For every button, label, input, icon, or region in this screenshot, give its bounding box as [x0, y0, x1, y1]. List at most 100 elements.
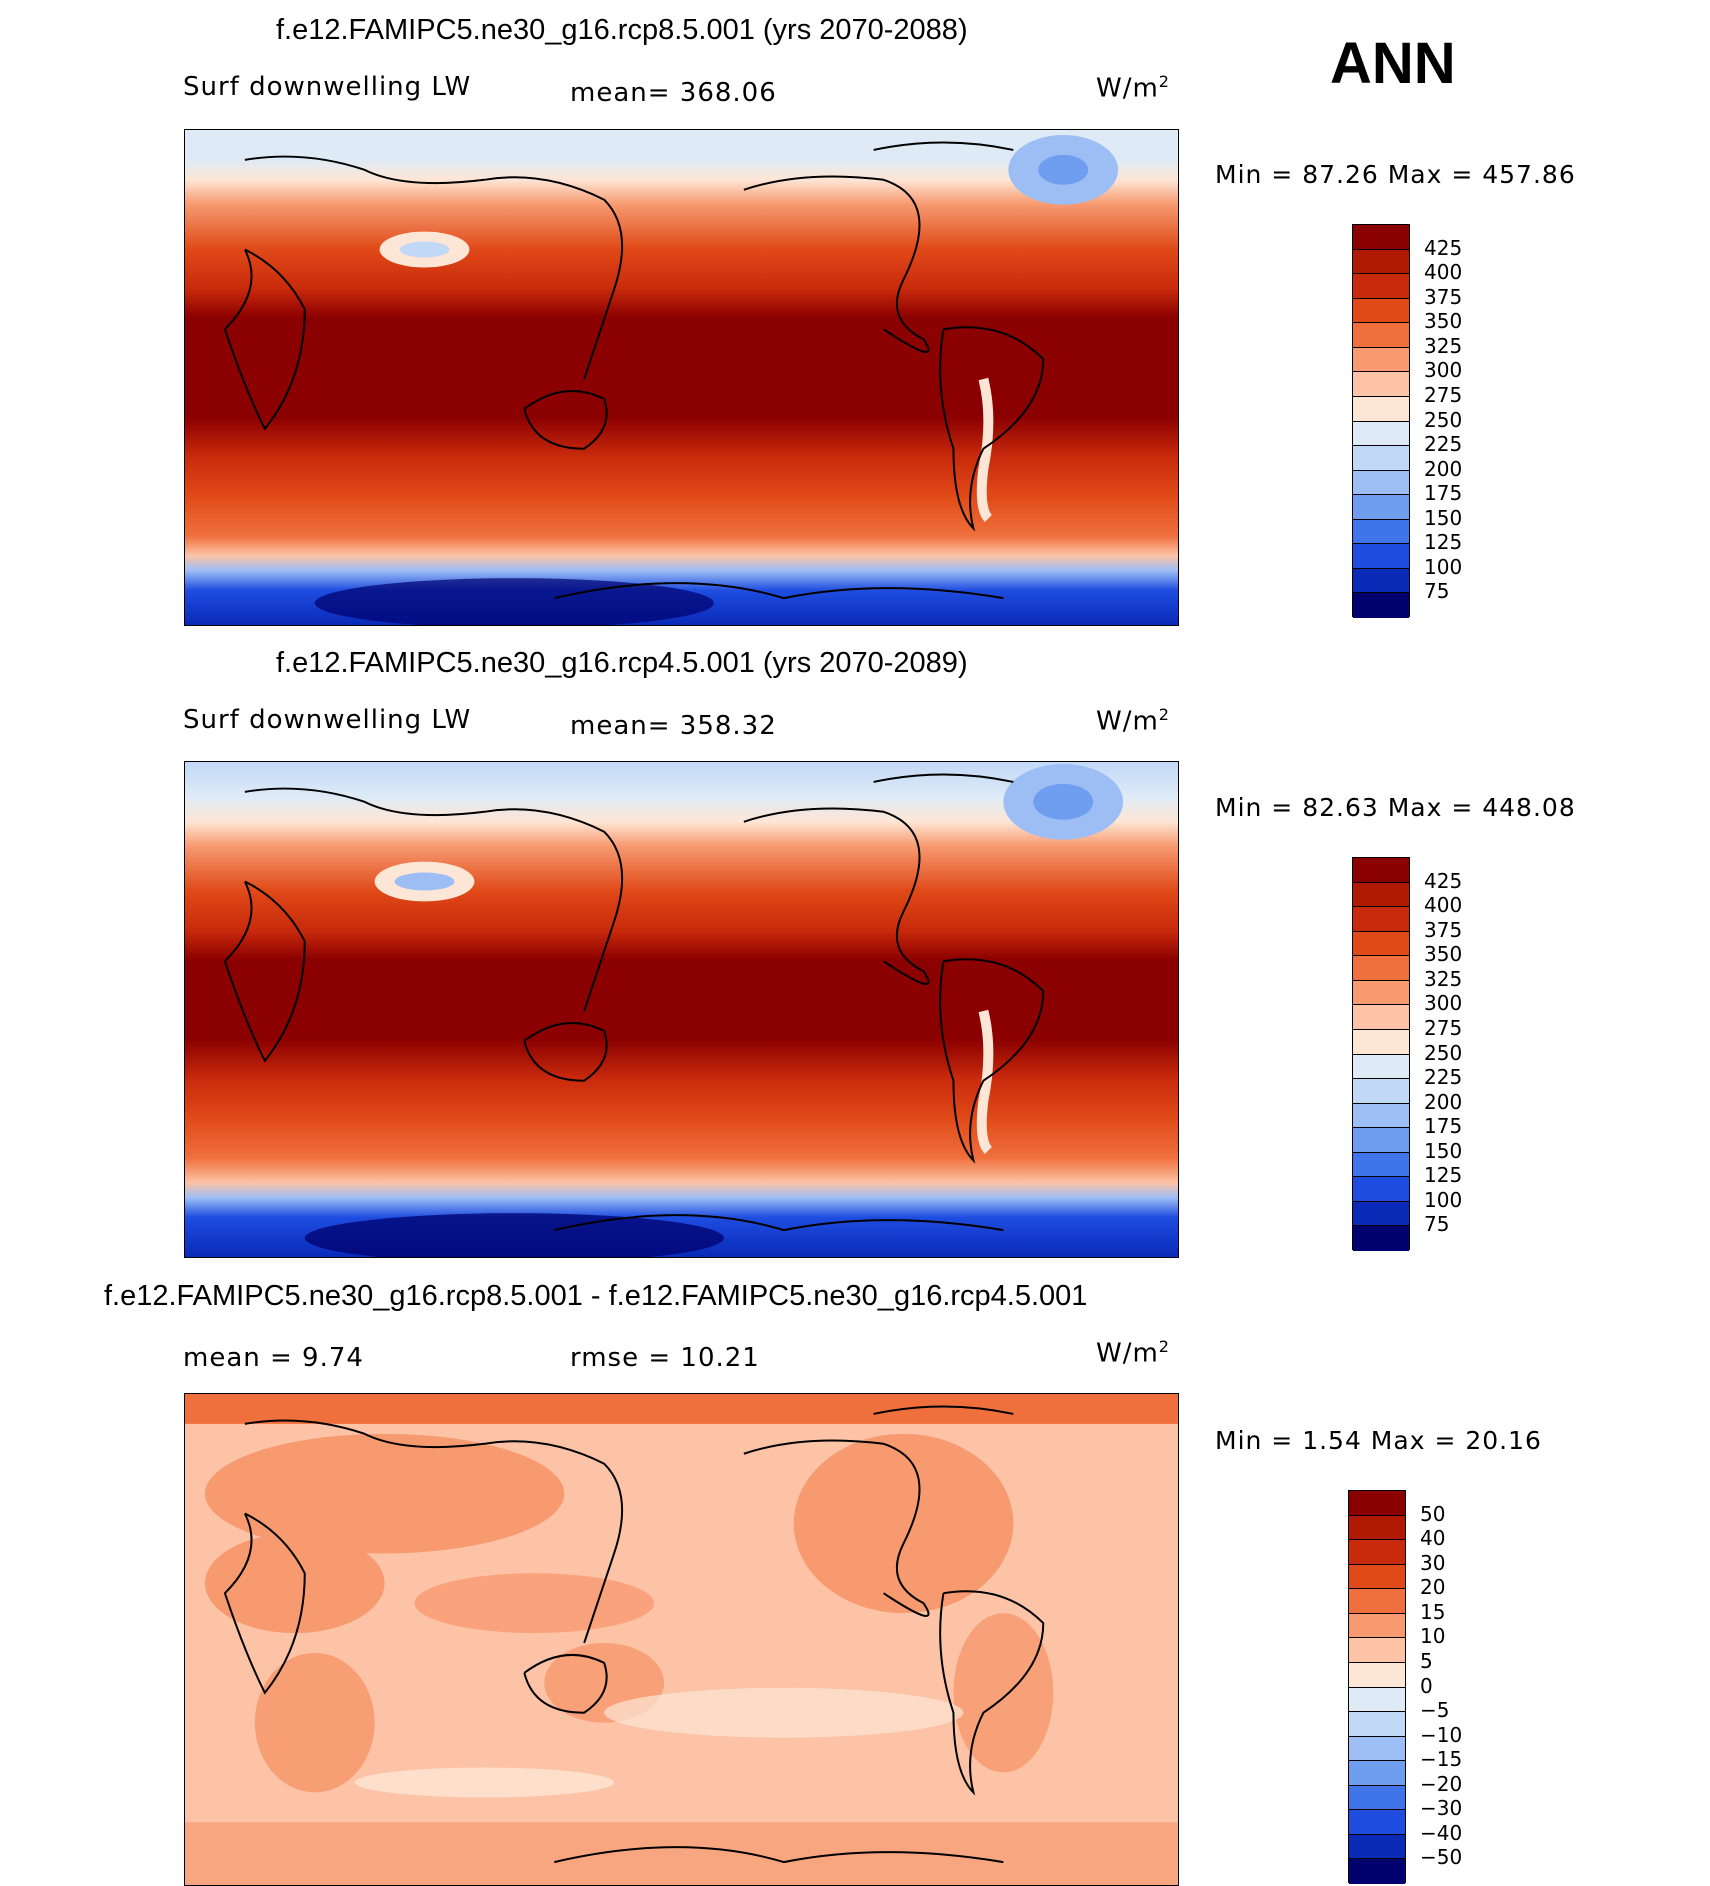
panel1-minmax: Min = 87.26 Max = 457.86 [1215, 160, 1576, 189]
panel2-minmax: Min = 82.63 Max = 448.08 [1215, 793, 1576, 822]
colorbar-swatch [1353, 470, 1409, 496]
panel2-title: f.e12.FAMIPC5.ne30_g16.rcp4.5.001 (yrs 2… [276, 647, 968, 679]
colorbar-tick-label: −40 [1420, 1820, 1463, 1845]
colorbar-tick-label: 150 [1424, 1138, 1463, 1163]
colorbar-swatch [1353, 593, 1409, 618]
colorbar-tick-label: 375 [1424, 284, 1463, 309]
colorbar-tick-label: 250 [1424, 1040, 1463, 1065]
panel2-mean-label: mean= 358.32 [570, 711, 777, 741]
colorbar-tick-label: 400 [1424, 260, 1463, 285]
colorbar-tick-label: −15 [1420, 1747, 1463, 1772]
panel1-map [184, 129, 1179, 626]
panel1-units: W/m2 [1096, 72, 1170, 104]
colorbar-tick-label: 50 [1420, 1501, 1446, 1526]
colorbar-tick-label: 75 [1424, 579, 1450, 604]
colorbar-tick-label: 425 [1424, 235, 1463, 260]
colorbar-tick-label: 100 [1424, 554, 1463, 579]
colorbar-tick-label: 100 [1424, 1187, 1463, 1212]
colorbar-tick-label: −10 [1420, 1722, 1463, 1747]
colorbar-tick-label: 20 [1420, 1575, 1446, 1600]
panel1-title: f.e12.FAMIPC5.ne30_g16.rcp8.5.001 (yrs 2… [276, 14, 968, 46]
colorbar-swatch [1353, 1079, 1409, 1104]
colorbar-swatch [1349, 1540, 1405, 1565]
colorbar-tick-label: 0 [1420, 1673, 1433, 1698]
panel2-units: W/m2 [1096, 705, 1170, 737]
colorbar-swatch [1353, 882, 1409, 908]
panel2-map [184, 761, 1179, 1258]
panel2-field [185, 762, 1178, 1257]
colorbar-swatch [1349, 1712, 1405, 1737]
colorbar-tick-label: 350 [1424, 309, 1463, 334]
colorbar-tick-label: −5 [1420, 1698, 1450, 1723]
panel3-mean-label: mean = 9.74 [183, 1343, 364, 1373]
colorbar-swatch [1353, 568, 1409, 594]
colorbar-swatch [1349, 1491, 1405, 1516]
colorbar-tick-label: 375 [1424, 917, 1463, 942]
panel1-colorbar-swatches [1352, 224, 1410, 618]
season-label: ANN [1330, 31, 1456, 96]
colorbar-tick-label: 15 [1420, 1599, 1446, 1624]
colorbar-swatch [1349, 1859, 1405, 1884]
colorbar-swatch [1353, 1103, 1409, 1129]
colorbar-swatch [1353, 323, 1409, 348]
colorbar-tick-label: 30 [1420, 1550, 1446, 1575]
colorbar-swatch [1349, 1761, 1405, 1786]
panel3-rmse-label: rmse = 10.21 [570, 1343, 760, 1373]
panel1-mean-label: mean= 368.06 [570, 78, 777, 108]
panel3-map [184, 1393, 1179, 1886]
colorbar-tick-label: 150 [1424, 505, 1463, 530]
colorbar-swatch [1349, 1834, 1405, 1860]
colorbar-swatch [1353, 519, 1409, 545]
colorbar-swatch [1349, 1589, 1405, 1614]
panel3-colorbar-swatches [1348, 1490, 1406, 1884]
colorbar-tick-label: 200 [1424, 456, 1463, 481]
colorbar-swatch [1349, 1515, 1405, 1541]
colorbar-swatch [1353, 347, 1409, 373]
colorbar-swatch [1353, 544, 1409, 569]
colorbar-swatch [1353, 1177, 1409, 1202]
colorbar-swatch [1349, 1638, 1405, 1663]
colorbar-swatch [1349, 1687, 1405, 1713]
panel1-field [185, 130, 1178, 625]
colorbar-swatch [1349, 1613, 1405, 1639]
colorbar-swatch [1353, 907, 1409, 932]
colorbar-tick-label: 300 [1424, 991, 1463, 1016]
colorbar-swatch [1353, 372, 1409, 397]
colorbar-tick-label: 225 [1424, 432, 1463, 457]
colorbar-swatch [1353, 1005, 1409, 1030]
colorbar-tick-label: 250 [1424, 407, 1463, 432]
colorbar-swatch [1353, 980, 1409, 1006]
panel2-coastlines [223, 773, 1045, 1232]
colorbar-tick-label: 225 [1424, 1065, 1463, 1090]
colorbar-tick-label: 175 [1424, 481, 1463, 506]
colorbar-tick-label: 125 [1424, 1163, 1463, 1188]
panel1-variable-label: Surf downwelling LW [183, 72, 472, 102]
colorbar-swatch [1349, 1564, 1405, 1590]
colorbar-swatch [1353, 1201, 1409, 1227]
colorbar-swatch [1353, 1029, 1409, 1055]
colorbar-tick-label: 175 [1424, 1114, 1463, 1139]
panel1-coastlines [223, 141, 1045, 600]
colorbar-tick-label: −50 [1420, 1845, 1463, 1870]
panel2-colorbar [1352, 857, 1410, 1251]
colorbar-tick-label: 125 [1424, 530, 1463, 555]
colorbar-tick-label: 425 [1424, 868, 1463, 893]
colorbar-tick-label: 75 [1424, 1212, 1450, 1237]
colorbar-tick-label: 400 [1424, 893, 1463, 918]
colorbar-swatch [1353, 396, 1409, 422]
colorbar-tick-label: −20 [1420, 1771, 1463, 1796]
colorbar-tick-label: 325 [1424, 333, 1463, 358]
colorbar-swatch [1353, 956, 1409, 981]
panel3-colorbar [1348, 1490, 1406, 1884]
colorbar-swatch [1349, 1736, 1405, 1762]
colorbar-swatch [1353, 421, 1409, 447]
colorbar-tick-label: −30 [1420, 1796, 1463, 1821]
colorbar-swatch [1353, 225, 1409, 250]
panel2-variable-label: Surf downwelling LW [183, 705, 472, 735]
colorbar-tick-label: 10 [1420, 1624, 1446, 1649]
colorbar-tick-label: 200 [1424, 1089, 1463, 1114]
colorbar-swatch [1353, 298, 1409, 324]
colorbar-tick-label: 300 [1424, 358, 1463, 383]
colorbar-swatch [1353, 446, 1409, 471]
panel3-minmax: Min = 1.54 Max = 20.16 [1215, 1426, 1542, 1455]
